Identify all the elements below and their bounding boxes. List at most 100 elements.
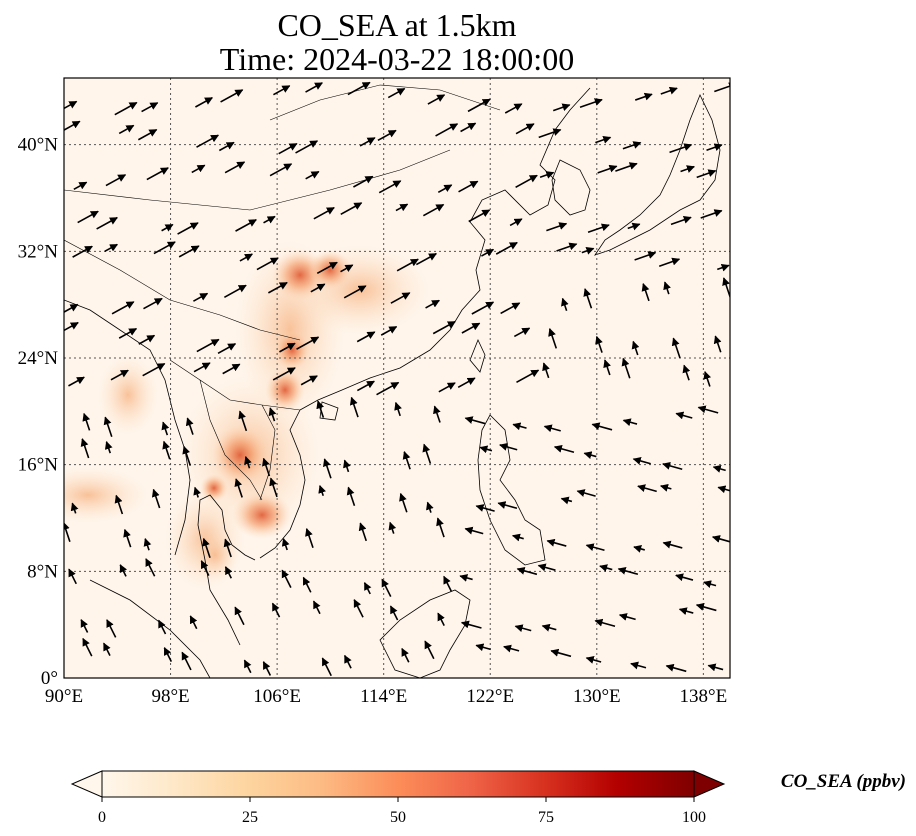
wind-arrow — [579, 98, 603, 109]
wind-arrow — [193, 486, 201, 498]
wind-arrow — [539, 171, 555, 179]
wind-arrow — [621, 357, 631, 379]
wind-arrow — [622, 141, 642, 150]
wind-arrow — [193, 362, 211, 373]
wind-arrow — [459, 574, 473, 582]
wind-arrow — [503, 644, 520, 653]
wind-arrow — [82, 637, 93, 657]
wind-arrow — [181, 651, 192, 671]
wind-arrow — [64, 100, 78, 110]
wind-arrow — [460, 122, 477, 133]
wind-arrow — [256, 257, 279, 271]
wind-arrow — [295, 140, 319, 154]
wind-arrow — [223, 284, 247, 298]
wind-arrow — [193, 292, 209, 302]
wind-vector-field — [64, 81, 730, 677]
wind-arrow — [509, 218, 523, 227]
wind-arrow — [597, 164, 618, 174]
wind-arrow — [711, 535, 730, 543]
wind-arrow — [77, 210, 99, 224]
wind-arrow — [151, 488, 161, 509]
wind-arrow — [399, 492, 408, 513]
lat-tick-label: 16°N — [18, 455, 59, 476]
lat-tick-label: 24°N — [18, 348, 59, 369]
wind-arrow — [627, 222, 641, 231]
colorbar-gradient — [101, 770, 695, 798]
lon-tick-label: 138°E — [680, 686, 728, 707]
wind-arrow — [191, 164, 206, 174]
wind-arrow — [343, 654, 352, 669]
colorbar-tick-label: 0 — [98, 809, 106, 826]
wind-arrow — [73, 181, 88, 191]
wind-arrow — [671, 337, 681, 359]
wind-arrow — [622, 418, 638, 427]
wind-arrow — [387, 87, 406, 99]
wind-arrow — [302, 576, 312, 593]
wind-arrow — [114, 101, 138, 116]
wind-arrow — [161, 223, 174, 232]
map-background — [64, 78, 730, 678]
wind-arrow — [630, 661, 647, 670]
wind-arrow — [433, 405, 441, 423]
wind-arrow — [105, 174, 127, 187]
wind-arrow — [281, 569, 292, 588]
wind-arrow — [542, 362, 550, 379]
lat-tick-label: 0° — [41, 668, 58, 689]
wind-arrow — [343, 459, 351, 473]
wind-arrow — [513, 327, 531, 338]
wind-arrow — [347, 81, 371, 96]
wind-arrow — [310, 283, 326, 293]
wind-arrow — [72, 245, 93, 258]
wind-arrow — [714, 82, 730, 93]
wind-arrow — [435, 123, 459, 137]
wind-arrow — [80, 619, 89, 633]
wind-arrow — [323, 458, 332, 479]
wind-arrow — [658, 257, 681, 267]
colorbar-tick-label: 100 — [682, 809, 706, 826]
wind-arrow — [468, 209, 491, 223]
map-gridlines — [64, 78, 730, 678]
wind-arrow — [583, 288, 593, 309]
wind-arrow — [313, 206, 335, 220]
wind-arrow — [662, 461, 683, 471]
wind-arrow — [234, 478, 243, 498]
wind-arrow — [425, 299, 440, 309]
colorbar-tick-label: 25 — [242, 809, 258, 826]
wind-arrow — [516, 369, 540, 384]
wind-arrow — [378, 180, 402, 194]
wind-arrow — [427, 94, 446, 105]
wind-arrow — [377, 129, 397, 142]
wind-arrow — [436, 517, 445, 538]
wind-arrow — [80, 438, 90, 459]
wind-arrow — [560, 496, 573, 505]
wind-arrow — [185, 417, 194, 435]
wind-arrow — [706, 143, 723, 151]
wind-arrow — [515, 174, 538, 188]
wind-arrow — [223, 538, 232, 558]
wind-arrow — [381, 578, 392, 597]
wind-arrow — [353, 175, 374, 188]
wind-arrow — [499, 443, 518, 451]
wind-arrow — [722, 277, 730, 298]
wind-arrow — [424, 640, 435, 660]
wind-arrow — [177, 222, 199, 235]
wind-arrow — [707, 663, 724, 672]
wind-arrow — [376, 381, 400, 396]
lat-tick-label: 40°N — [18, 135, 59, 156]
wind-arrow — [546, 222, 568, 232]
wind-arrow — [576, 489, 596, 497]
wind-arrow — [457, 377, 476, 388]
wind-arrow — [438, 382, 456, 393]
wind-arrow — [581, 247, 595, 255]
wind-arrow — [64, 303, 79, 313]
wind-arrow — [137, 128, 158, 141]
wind-arrow — [195, 97, 214, 108]
wind-arrow — [637, 484, 657, 493]
lon-tick-label: 98°E — [151, 686, 189, 707]
wind-arrow — [269, 477, 278, 498]
wind-arrow — [697, 405, 719, 414]
wind-arrow — [182, 445, 192, 466]
wind-arrow — [675, 411, 693, 420]
wind-arrow — [281, 537, 290, 551]
